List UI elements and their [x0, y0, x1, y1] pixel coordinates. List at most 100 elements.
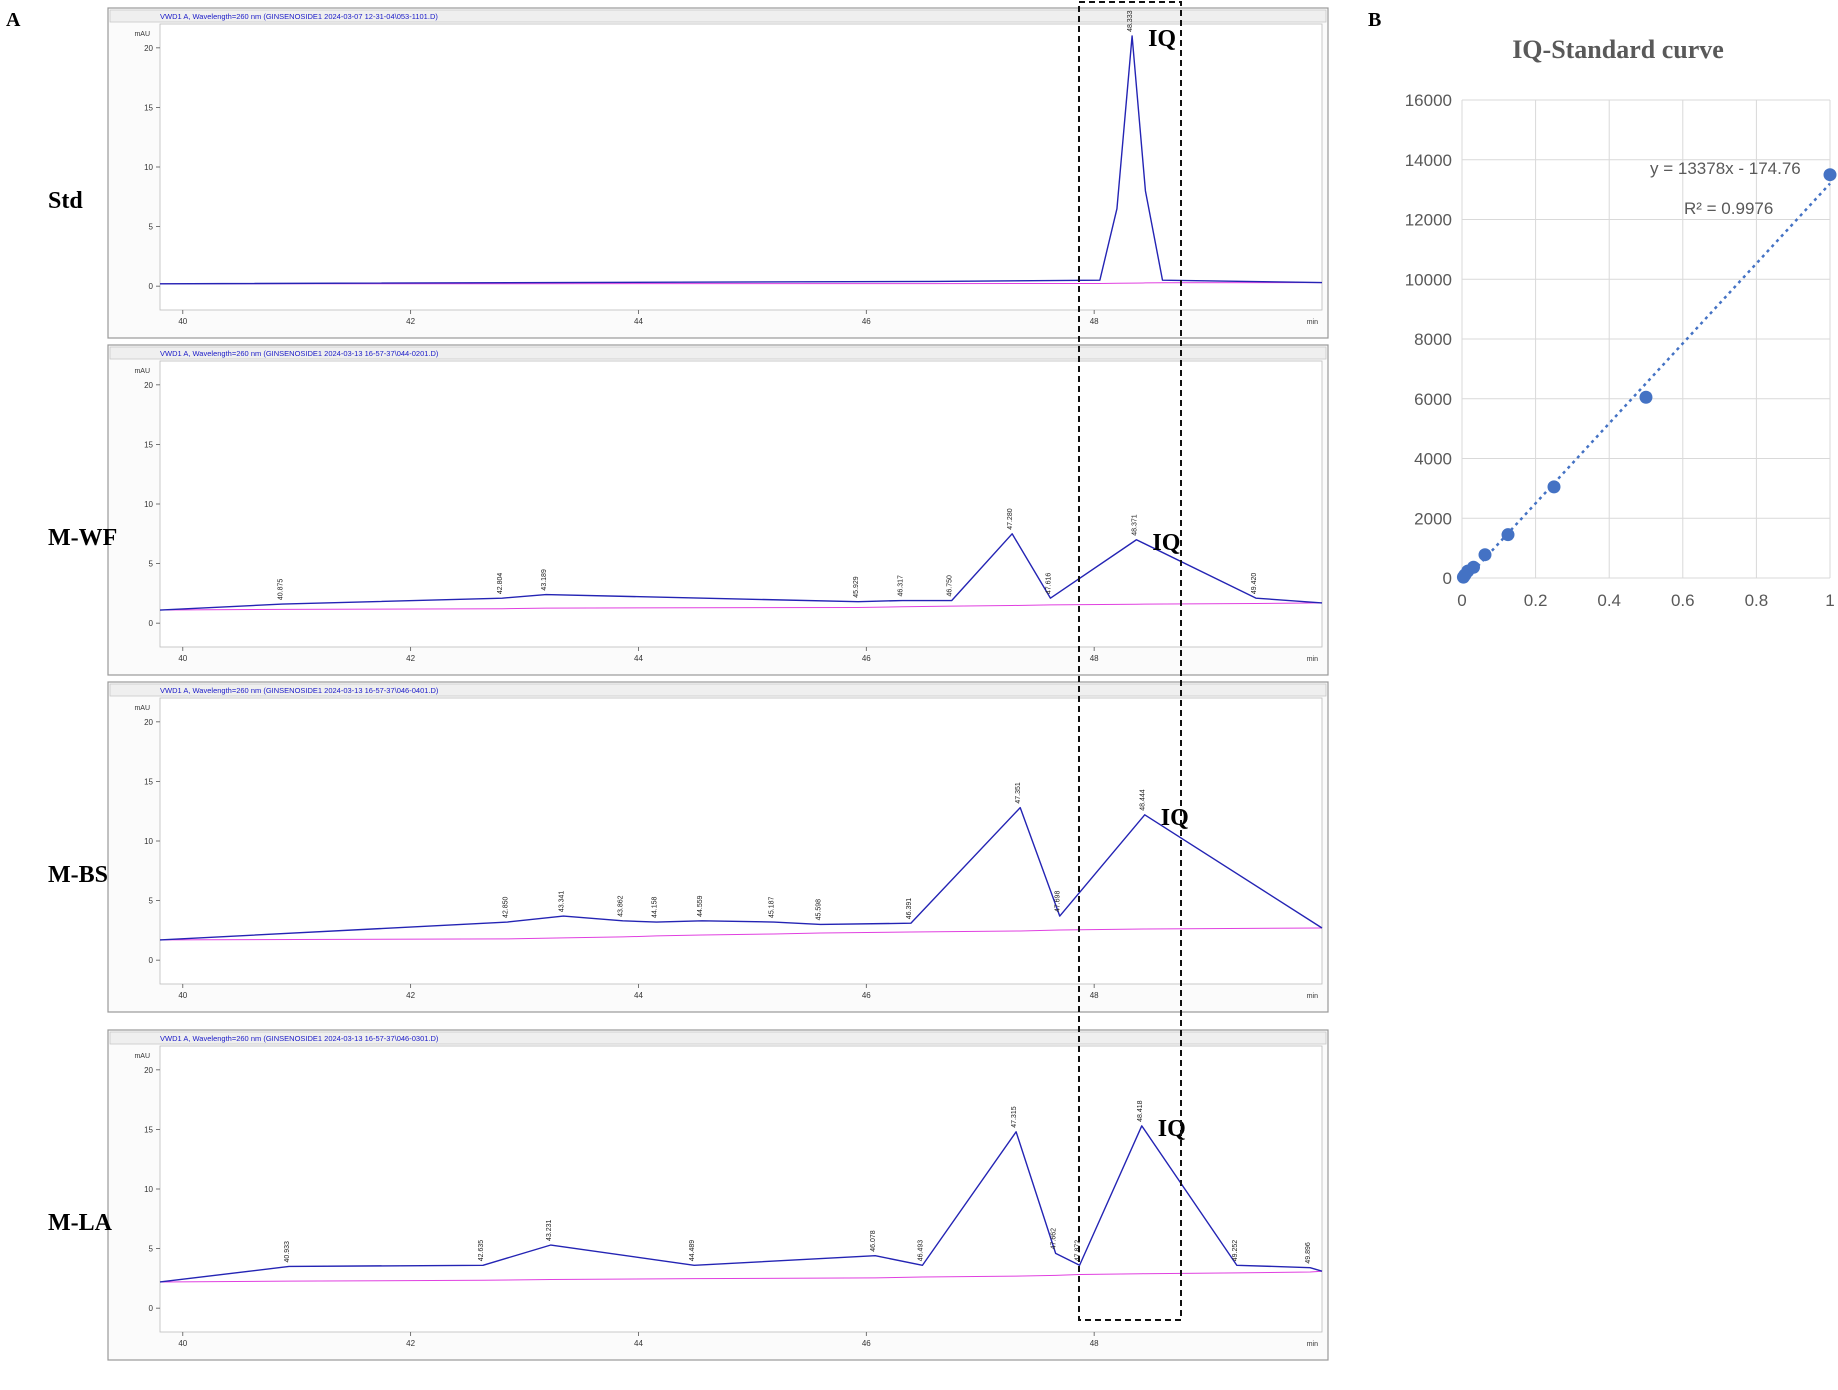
peak-label: 48.444 — [1140, 789, 1147, 811]
x-tick-label: 0.2 — [1524, 591, 1548, 610]
peak-label: 42.635 — [478, 1240, 485, 1262]
data-point — [1639, 390, 1653, 404]
x-tick-label: 40 — [178, 317, 187, 326]
x-unit-label: min — [1307, 1341, 1318, 1348]
peak-label: 43.189 — [541, 569, 548, 591]
peak-label: 45.187 — [769, 897, 776, 919]
r-squared-label: R² = 0.9976 — [1684, 199, 1773, 218]
side-label: M-LA — [48, 1210, 113, 1236]
integration-baseline — [159, 1270, 1323, 1283]
x-tick-label: 42 — [406, 654, 415, 663]
iq-label: IQ — [1161, 805, 1189, 831]
peak-label: 47.616 — [1045, 573, 1052, 595]
integration-baseline — [159, 927, 1323, 941]
peak-label: 47.698 — [1055, 891, 1062, 913]
peak-label: 48.371 — [1131, 514, 1138, 536]
peak-label: 43.231 — [546, 1219, 553, 1241]
y-tick-label: 15 — [144, 103, 153, 112]
iq-label: IQ — [1158, 1116, 1186, 1142]
x-tick-label: 40 — [178, 1339, 187, 1348]
peak-label: 47.662 — [1051, 1228, 1058, 1250]
peak-label: 45.598 — [816, 899, 823, 921]
peak-label: 46.493 — [917, 1240, 924, 1262]
y-unit-label: mAU — [134, 368, 150, 375]
x-tick-label: 0 — [1457, 591, 1466, 610]
peak-label: 48.418 — [1137, 1100, 1144, 1122]
x-tick-label: 42 — [406, 1339, 415, 1348]
y-tick-label: 16000 — [1405, 91, 1452, 110]
peak-label: 46.391 — [906, 898, 913, 920]
peak-label: 46.750 — [947, 575, 954, 597]
y-tick-label: 0 — [149, 956, 154, 965]
y-tick-label: 0 — [1443, 569, 1452, 588]
peak-label: 44.559 — [697, 895, 704, 917]
integration-baseline — [159, 602, 1323, 611]
x-tick-label: 46 — [862, 654, 871, 663]
x-tick-label: 48 — [1090, 654, 1099, 663]
standard-curve-title: IQ-Standard curve — [1512, 35, 1724, 64]
x-tick-label: 44 — [634, 317, 643, 326]
chromatogram-panel-m-la: VWD1 A, Wavelength=260 nm (GINSENOSIDE1 … — [48, 1029, 1329, 1361]
y-tick-label: 10 — [144, 500, 153, 509]
side-label: Std — [48, 188, 83, 214]
chromatogram-panels: VWD1 A, Wavelength=260 nm (GINSENOSIDE1 … — [48, 1, 1329, 1361]
y-tick-label: 0 — [149, 1304, 154, 1313]
y-tick-label: 20 — [144, 44, 153, 53]
peak-label: 45.929 — [853, 576, 860, 598]
x-tick-label: 44 — [634, 991, 643, 1000]
x-tick-label: 1 — [1825, 591, 1834, 610]
y-tick-label: 5 — [149, 223, 154, 232]
data-point — [1467, 560, 1480, 574]
panel-header-text: VWD1 A, Wavelength=260 nm (GINSENOSIDE1 … — [160, 349, 439, 358]
peak-label: 49.896 — [1305, 1242, 1312, 1264]
x-tick-label: 40 — [178, 991, 187, 1000]
y-tick-label: 10 — [144, 163, 153, 172]
peak-label: 43.341 — [558, 891, 565, 913]
chromatogram-panel-std: VWD1 A, Wavelength=260 nm (GINSENOSIDE1 … — [48, 7, 1329, 339]
panel-header-text: VWD1 A, Wavelength=260 nm (GINSENOSIDE1 … — [160, 686, 439, 695]
chromatogram-trace — [159, 533, 1323, 611]
plot-area — [159, 697, 1323, 985]
data-point — [1547, 480, 1561, 494]
peak-label: 46.078 — [870, 1230, 877, 1252]
y-tick-label: 15 — [144, 1125, 153, 1134]
peak-label: 49.420 — [1251, 573, 1258, 595]
y-tick-label: 0 — [149, 619, 154, 628]
y-tick-label: 15 — [144, 777, 153, 786]
peak-label: 44.489 — [689, 1240, 696, 1262]
plot-area — [159, 1045, 1323, 1333]
y-tick-label: 12000 — [1405, 211, 1452, 230]
x-unit-label: min — [1307, 656, 1318, 663]
y-tick-label: 15 — [144, 440, 153, 449]
y-tick-label: 10 — [144, 1185, 153, 1194]
panel-label-a: A — [6, 9, 21, 31]
y-tick-label: 0 — [149, 282, 154, 291]
chromatogram-trace — [159, 35, 1323, 285]
peak-label: 49.252 — [1232, 1240, 1239, 1262]
iq-highlight-box — [1078, 1, 1182, 1321]
y-tick-label: 5 — [149, 897, 154, 906]
y-unit-label: mAU — [134, 1053, 150, 1060]
y-tick-label: 8000 — [1414, 330, 1452, 349]
chromatogram-panel-m-wf: VWD1 A, Wavelength=260 nm (GINSENOSIDE1 … — [48, 344, 1329, 676]
panel-label-b: B — [1368, 9, 1381, 31]
panel-header-bar — [109, 9, 1327, 23]
y-tick-label: 5 — [149, 1245, 154, 1254]
panel-header-text: VWD1 A, Wavelength=260 nm (GINSENOSIDE1 … — [160, 1034, 439, 1043]
peak-label: 46.317 — [897, 575, 904, 597]
panel-header-bar — [109, 683, 1327, 697]
x-tick-label: 44 — [634, 1339, 643, 1348]
peak-label: 40.933 — [284, 1241, 291, 1263]
trendline — [1462, 182, 1831, 583]
peak-label: 42.850 — [502, 897, 509, 919]
peak-label: 44.158 — [651, 897, 658, 919]
chromatogram-trace — [159, 1125, 1323, 1283]
y-tick-label: 5 — [149, 560, 154, 569]
x-tick-label: 46 — [862, 317, 871, 326]
peak-label: 40.875 — [277, 579, 284, 601]
y-tick-label: 20 — [144, 718, 153, 727]
y-tick-label: 6000 — [1414, 390, 1452, 409]
x-tick-label: 42 — [406, 991, 415, 1000]
panel-header-text: VWD1 A, Wavelength=260 nm (GINSENOSIDE1 … — [160, 12, 438, 21]
plot-area — [159, 23, 1323, 311]
